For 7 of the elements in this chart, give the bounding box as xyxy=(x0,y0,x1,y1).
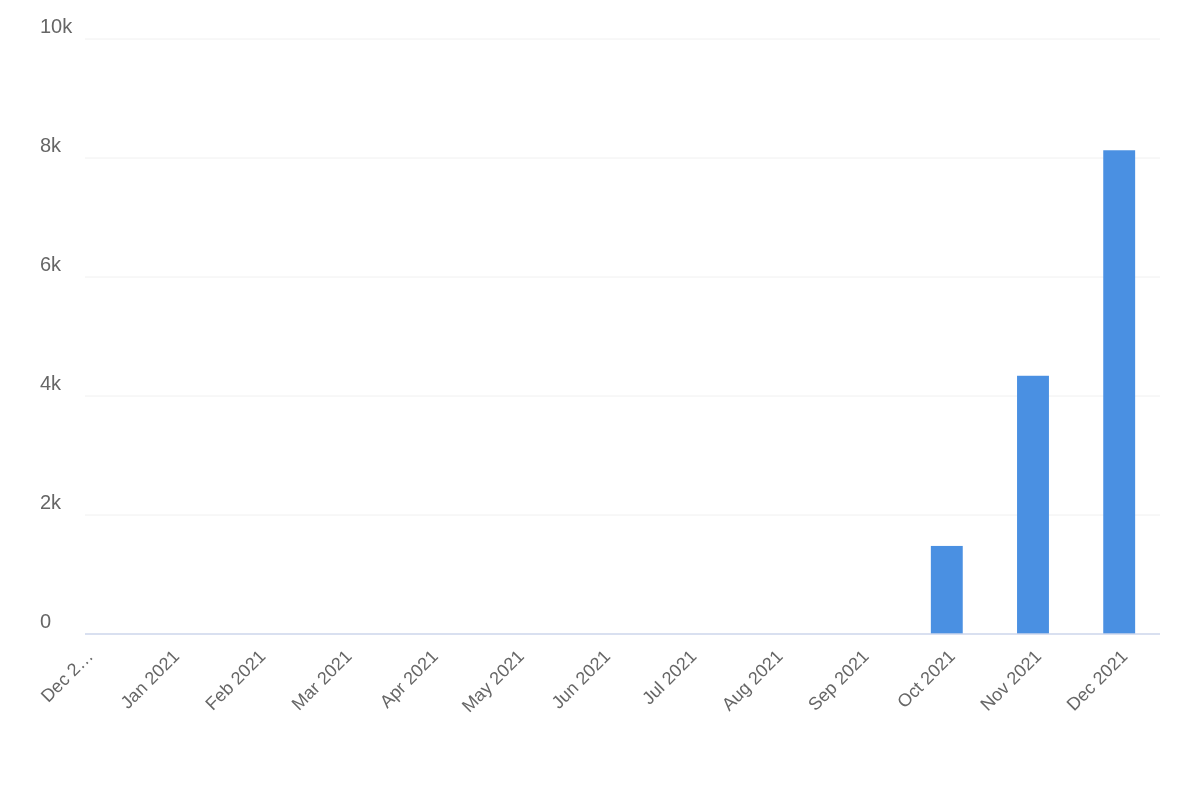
y-tick-label: 8k xyxy=(40,134,63,156)
x-tick-label: Dec 2… xyxy=(36,646,97,707)
y-tick-label: 0 xyxy=(40,610,52,632)
y-tick-label: 6k xyxy=(40,253,63,275)
y-tick-label: 10k xyxy=(40,15,74,37)
y-tick-label: 4k xyxy=(40,372,63,394)
y-tick-label: 2k xyxy=(40,491,63,513)
